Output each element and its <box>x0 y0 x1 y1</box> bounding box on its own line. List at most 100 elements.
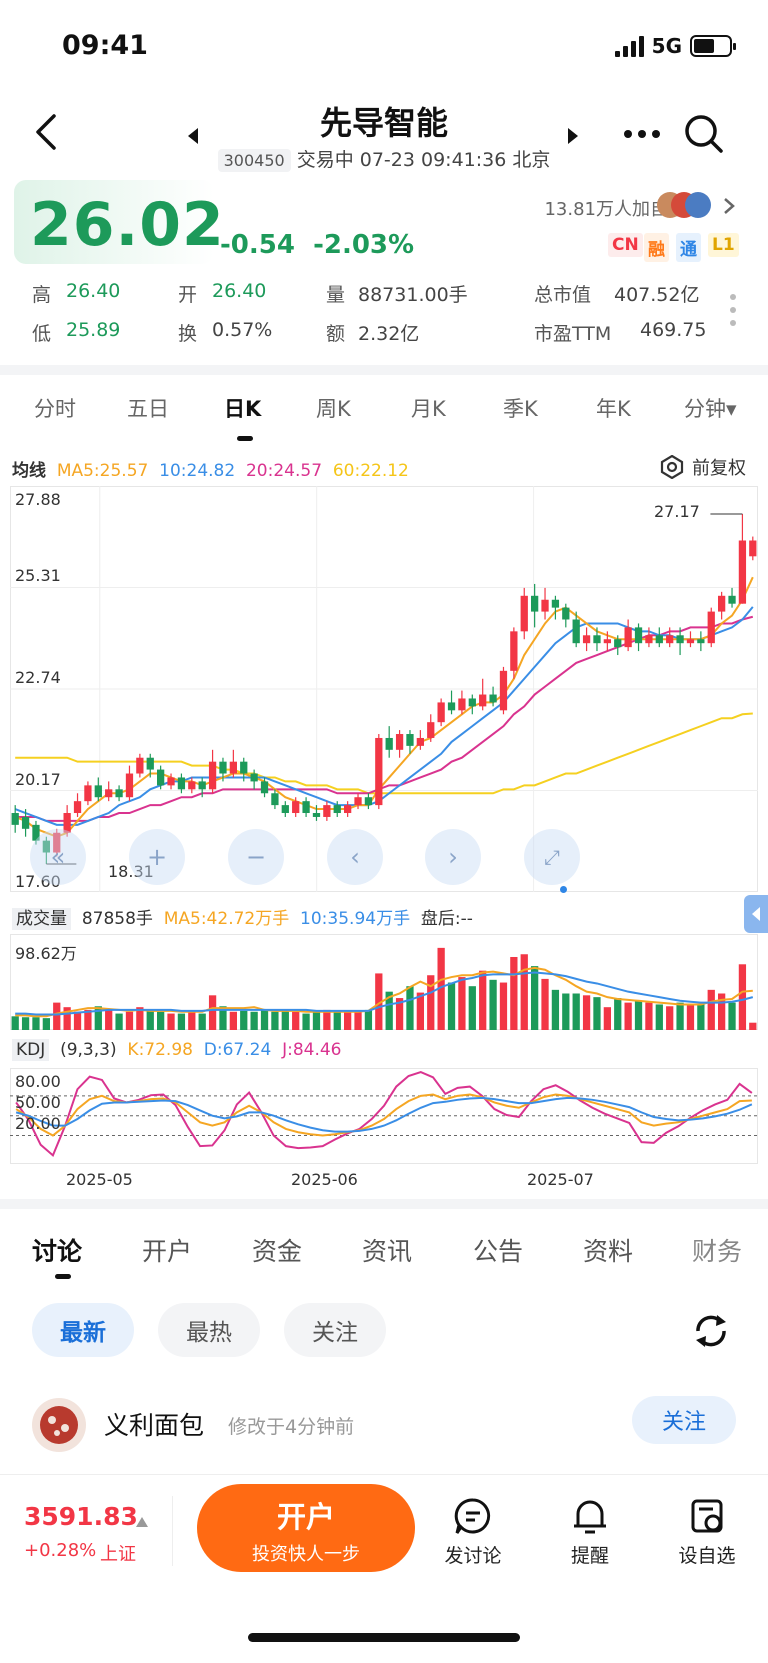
avatar[interactable] <box>32 1398 86 1452</box>
tab-weekly-k[interactable]: 周K <box>316 397 351 421</box>
index-value[interactable]: 3591.83 <box>24 1502 138 1531</box>
network-type: 5G <box>651 34 682 58</box>
candle-body <box>468 698 476 707</box>
candlestick-chart[interactable] <box>10 486 758 892</box>
volume-bar <box>11 1016 19 1030</box>
tab-five-day[interactable]: 五日 <box>127 397 169 421</box>
post-username[interactable]: 义利面包 <box>104 1411 205 1440</box>
candle-body <box>198 781 206 790</box>
search-icon[interactable] <box>684 114 724 154</box>
tag-l1[interactable]: L1 <box>708 233 739 257</box>
candle-body <box>489 694 497 703</box>
kdj-level-50: 50.00 <box>15 1093 61 1112</box>
volume-max-label: 98.62万 <box>15 944 77 963</box>
scroll-left-button[interactable]: ‹ <box>327 829 383 885</box>
tag-margin[interactable]: 融 <box>644 233 669 262</box>
volume-bar <box>551 989 560 1030</box>
back-icon[interactable] <box>30 112 64 152</box>
tab-yearly-k[interactable]: 年K <box>596 397 631 421</box>
volume-bar <box>375 973 383 1030</box>
candle-body <box>302 801 310 814</box>
candle-body <box>177 777 186 790</box>
tag-cn[interactable]: CN <box>608 233 643 257</box>
next-stock-icon[interactable] <box>566 128 580 144</box>
side-panel-toggle[interactable] <box>744 895 768 933</box>
candle-body <box>458 698 466 711</box>
volume-bar <box>177 1013 186 1030</box>
volume-bar <box>655 1004 663 1030</box>
follow-button[interactable]: 关注 <box>632 1396 736 1444</box>
open-account-subtitle: 投资快人一步 <box>252 1544 360 1565</box>
refresh-icon[interactable] <box>690 1310 732 1352</box>
amount-label: 额 <box>326 323 346 345</box>
volume-bar <box>42 1018 50 1030</box>
jump-start-button[interactable]: « <box>30 829 86 885</box>
open-account-button[interactable]: 开户 投资快人一步 <box>197 1484 415 1572</box>
section-divider-2 <box>0 1199 768 1209</box>
ma60-line <box>15 712 753 795</box>
ma-legend: 均线 MA5:25.57 10:24.82 20:24.57 60:22.12 <box>12 456 409 481</box>
bell-icon <box>574 1500 606 1534</box>
tab-intraday[interactable]: 分时 <box>34 397 76 421</box>
kdj-d: D:67.24 <box>203 1040 272 1060</box>
tab-quarterly-k[interactable]: 季K <box>503 397 538 421</box>
prev-stock-icon[interactable] <box>186 128 200 144</box>
candle-body <box>157 769 165 786</box>
volume-bar <box>489 979 497 1030</box>
tab-news[interactable]: 资讯 <box>362 1237 413 1266</box>
post-discussion-button[interactable]: 发讨论 <box>428 1496 518 1568</box>
stock-name: 先导智能 <box>319 104 448 142</box>
turnover-label: 换 <box>178 323 198 345</box>
add-watchlist-button[interactable]: 设自选 <box>662 1496 752 1568</box>
candle-body <box>250 773 258 782</box>
candle-body <box>281 805 289 814</box>
candle-body <box>344 805 352 814</box>
candle-body <box>634 627 643 644</box>
followers-count[interactable]: 13.81万人加自选 <box>544 199 686 220</box>
tag-connect[interactable]: 通 <box>676 233 701 262</box>
adjust-label: 前复权 <box>692 458 746 479</box>
tab-funds[interactable]: 资金 <box>252 1237 303 1266</box>
filter-latest[interactable]: 最新 <box>32 1303 134 1357</box>
follower-avatars[interactable] <box>656 190 712 220</box>
tab-monthly-k[interactable]: 月K <box>411 397 446 421</box>
scroll-right-button[interactable]: › <box>425 829 481 885</box>
kdj-chart[interactable] <box>10 1068 758 1164</box>
filter-following[interactable]: 关注 <box>284 1303 386 1357</box>
tab-financials[interactable]: 财务 <box>692 1237 743 1266</box>
candle-body <box>718 595 726 612</box>
chevron-right-icon[interactable] <box>722 196 736 216</box>
candle-body <box>167 777 175 786</box>
section-divider <box>0 365 768 375</box>
candle-body <box>541 599 549 612</box>
tab-open-account[interactable]: 开户 <box>142 1237 193 1266</box>
battery-icon <box>690 35 736 57</box>
volume-chart[interactable] <box>10 934 758 1030</box>
candle-body <box>260 781 269 794</box>
zoom-in-button[interactable]: + <box>129 829 185 885</box>
volume-bar <box>707 989 715 1030</box>
volume-bar <box>468 986 476 1030</box>
adjust-settings[interactable]: 前复权 <box>660 454 746 480</box>
candle-body <box>105 789 113 798</box>
turnover-value: 0.57% <box>212 319 273 341</box>
zoom-out-button[interactable]: − <box>228 829 284 885</box>
tab-profile[interactable]: 资料 <box>583 1237 634 1266</box>
candle-body <box>479 694 487 707</box>
tab-daily-k[interactable]: 日K <box>224 397 262 421</box>
home-indicator[interactable] <box>248 1633 520 1642</box>
more-icon[interactable] <box>622 124 662 144</box>
tab-announcements[interactable]: 公告 <box>473 1237 524 1266</box>
candle-body <box>614 639 622 648</box>
low-label: 低 <box>32 323 52 345</box>
volume-bar <box>198 1013 206 1030</box>
vertical-dots-icon[interactable] <box>728 292 738 328</box>
fullscreen-button[interactable]: ⤢ <box>524 829 580 885</box>
candle-body <box>676 635 684 644</box>
filter-hot[interactable]: 最热 <box>158 1303 260 1357</box>
remind-button[interactable]: 提醒 <box>545 1496 635 1568</box>
tab-minute[interactable]: 分钟▾ <box>684 397 737 421</box>
tab-discussion[interactable]: 讨论 <box>32 1237 83 1266</box>
candle-body <box>707 611 715 644</box>
volume-bar <box>749 1022 757 1030</box>
